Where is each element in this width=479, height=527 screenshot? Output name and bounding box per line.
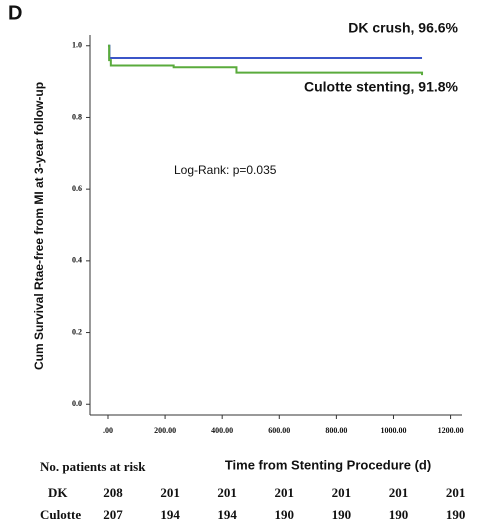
risk-row-label: DK: [48, 485, 68, 500]
x-tick-label: 1000.00: [380, 426, 406, 435]
y-axis-label: Cum Survival Rtae-free from MI at 3-year…: [32, 82, 46, 370]
x-tick-label: 1200.00: [438, 426, 464, 435]
y-tick-label: 0.8: [72, 112, 82, 121]
risk-count: 194: [217, 507, 237, 522]
risk-row-label: Culotte: [40, 507, 81, 522]
risk-count: 201: [332, 485, 352, 500]
risk-count: 190: [446, 507, 466, 522]
x-tick-label: 800.00: [325, 426, 347, 435]
risk-count: 190: [389, 507, 409, 522]
risk-count: 190: [332, 507, 352, 522]
x-tick-label: 200.00: [154, 426, 176, 435]
x-axis-label: Time from Stenting Procedure (d): [225, 457, 431, 472]
risk-count: 201: [217, 485, 237, 500]
x-tick-label: 600.00: [268, 426, 290, 435]
risk-count: 190: [275, 507, 295, 522]
series-label: DK crush, 96.6%: [348, 20, 458, 36]
risk-count: 201: [160, 485, 180, 500]
risk-count: 201: [389, 485, 409, 500]
annotation: Log-Rank: p=0.035: [174, 163, 277, 177]
y-tick-label: 0.0: [72, 399, 82, 408]
survival-curve: [107, 44, 424, 76]
risk-count: 194: [160, 507, 180, 522]
survival-curve: [107, 44, 423, 59]
y-tick-label: 1.0: [72, 41, 82, 50]
x-tick-label: 400.00: [211, 426, 233, 435]
y-tick-label: 0.4: [72, 256, 82, 265]
risk-table-title: No. patients at risk: [40, 459, 146, 474]
y-tick-label: 0.6: [72, 184, 82, 193]
y-tick-label: 0.2: [72, 327, 82, 336]
risk-count: 201: [275, 485, 295, 500]
panel-label: D: [8, 2, 22, 24]
x-tick-label: .00: [103, 426, 113, 435]
series-label: Culotte stenting, 91.8%: [304, 79, 459, 95]
risk-count: 201: [446, 485, 466, 500]
risk-count: 207: [103, 507, 123, 522]
risk-count: 208: [103, 485, 123, 500]
